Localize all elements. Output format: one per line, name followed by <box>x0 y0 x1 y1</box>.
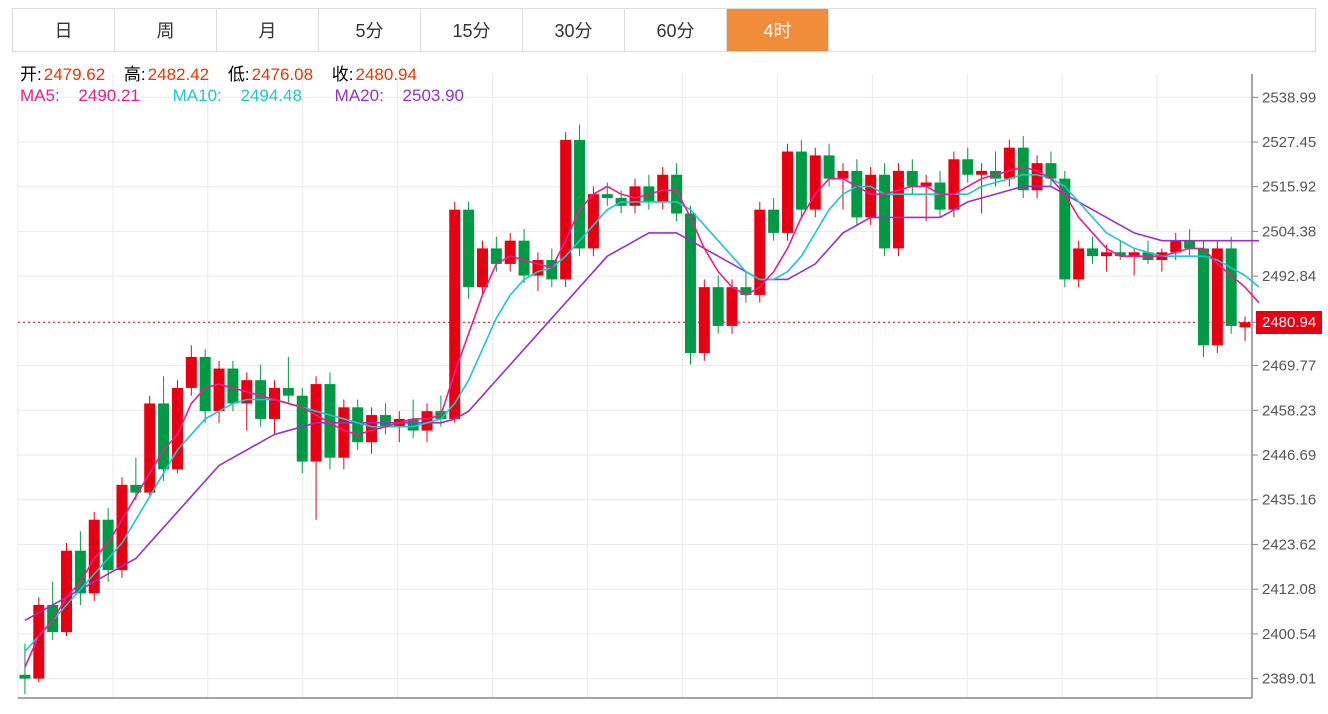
tab-周[interactable]: 周 <box>115 9 217 51</box>
current-price-badge: 2480.94 <box>1256 311 1322 334</box>
svg-text:2469.77: 2469.77 <box>1262 358 1316 375</box>
high-label: 高: <box>124 65 146 84</box>
tab-30分[interactable]: 30分 <box>523 9 625 51</box>
close-value: 2480.94 <box>356 65 417 84</box>
svg-text:2446.69: 2446.69 <box>1262 447 1316 464</box>
svg-text:2538.99: 2538.99 <box>1262 89 1316 106</box>
high-value: 2482.42 <box>148 65 209 84</box>
svg-text:2423.62: 2423.62 <box>1262 536 1316 553</box>
candlestick-chart[interactable]: 2538.99 2527.45 2515.92 2504.38 2492.84 2480.… <box>12 56 1316 704</box>
low-label: 低: <box>228 65 250 84</box>
ma20-label: MA20: 2503.90 <box>335 86 478 105</box>
tab-日[interactable]: 日 <box>13 9 115 51</box>
ma-readout: MA5: 2490.21 MA10: 2494.48 MA20: 2503.90 <box>20 86 492 106</box>
svg-text:2412.08: 2412.08 <box>1262 581 1316 598</box>
tab-月[interactable]: 月 <box>217 9 319 51</box>
open-label: 开: <box>20 65 42 84</box>
ma10-label: MA10: 2494.48 <box>173 86 316 105</box>
svg-text:2527.45: 2527.45 <box>1262 134 1316 151</box>
tab-5分[interactable]: 5分 <box>319 9 421 51</box>
close-label: 收: <box>332 65 354 84</box>
tab-4时[interactable]: 4时 <box>727 9 829 51</box>
svg-text:2435.16: 2435.16 <box>1262 492 1316 509</box>
svg-text:2389.01: 2389.01 <box>1262 671 1316 688</box>
ma5-label: MA5: 2490.21 <box>20 86 154 105</box>
tab-60分[interactable]: 60分 <box>625 9 727 51</box>
ohlc-readout: 开:2479.62 高:2482.42 低:2476.08 收:2480.94 <box>20 60 431 85</box>
low-value: 2476.08 <box>252 65 313 84</box>
open-value: 2479.62 <box>44 65 105 84</box>
svg-text:2492.84: 2492.84 <box>1262 268 1316 285</box>
svg-text:2515.92: 2515.92 <box>1262 179 1316 196</box>
tab-15分[interactable]: 15分 <box>421 9 523 51</box>
timeframe-tabs: 日周月5分15分30分60分4时 <box>12 8 1316 52</box>
svg-text:2504.38: 2504.38 <box>1262 223 1316 240</box>
svg-text:2400.54: 2400.54 <box>1262 626 1316 643</box>
chart-area[interactable]: 2538.99 2527.45 2515.92 2504.38 2492.84 2480.… <box>12 56 1316 704</box>
svg-text:2458.23: 2458.23 <box>1262 402 1316 419</box>
